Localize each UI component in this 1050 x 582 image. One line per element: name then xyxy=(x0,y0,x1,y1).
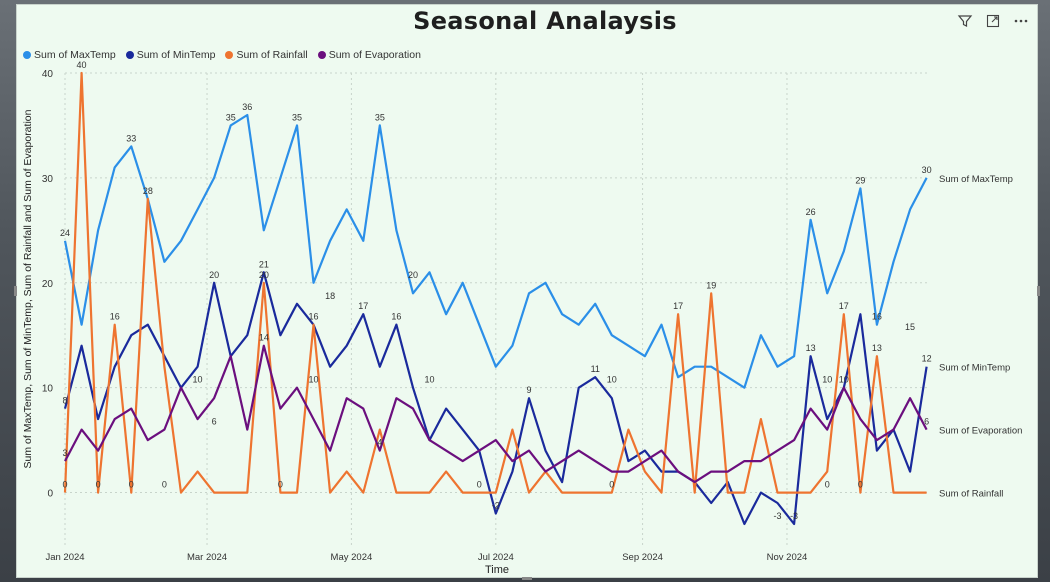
data-label: 9 xyxy=(526,385,531,395)
data-label: 10 xyxy=(309,375,319,385)
data-label: 16 xyxy=(391,312,401,322)
x-tick-label: Jul 2024 xyxy=(478,552,514,563)
data-label: 35 xyxy=(292,112,302,122)
data-label: 35 xyxy=(375,112,385,122)
data-label: 17 xyxy=(358,301,368,311)
data-label: 0 xyxy=(609,480,614,490)
series-line xyxy=(63,113,928,389)
focus-mode-icon[interactable] xyxy=(983,11,1003,31)
data-label: 0 xyxy=(477,480,482,490)
y-tick-label: 10 xyxy=(42,384,54,395)
resize-handle-left[interactable] xyxy=(14,286,17,296)
legend-marker xyxy=(225,51,234,59)
data-label: 17 xyxy=(673,301,683,311)
series-end-label: Sum of MinTemp xyxy=(939,363,1010,374)
data-label: 29 xyxy=(855,175,865,185)
legend-item-evaporation[interactable]: Sum of Evaporation xyxy=(317,49,421,61)
x-axis-title: Time xyxy=(485,564,509,576)
data-label: 10 xyxy=(607,375,617,385)
legend-item-maxtemp[interactable]: Sum of MaxTemp xyxy=(23,49,116,61)
legend-label: Sum of Evaporation xyxy=(328,49,421,61)
series-line xyxy=(64,344,928,484)
visual-header-icons xyxy=(955,11,1031,31)
data-label: 16 xyxy=(872,312,882,322)
data-label: 8 xyxy=(62,396,67,406)
resize-handle-bottom[interactable] xyxy=(522,577,532,580)
data-label: -3 xyxy=(773,511,781,521)
data-label: 40 xyxy=(77,60,87,70)
data-label: 6 xyxy=(212,417,217,427)
filter-icon[interactable] xyxy=(955,11,975,31)
x-tick-label: Sep 2024 xyxy=(622,552,663,563)
chart-legend: Sum of MaxTemp Sum of MinTemp Sum of Rai… xyxy=(23,49,421,61)
series-line xyxy=(63,71,927,494)
data-label: 36 xyxy=(242,102,252,112)
data-label: 20 xyxy=(408,270,418,280)
legend-marker xyxy=(125,51,134,59)
data-label: 16 xyxy=(110,312,120,322)
legend-marker xyxy=(23,51,31,59)
data-label: 20 xyxy=(209,270,219,280)
data-label: 24 xyxy=(60,228,70,238)
data-label: 17 xyxy=(839,301,849,311)
legend-marker xyxy=(317,51,326,59)
legend-item-mintemp[interactable]: Sum of MinTemp xyxy=(125,49,216,61)
legend-label: Sum of MinTemp xyxy=(136,49,216,61)
data-label: 0 xyxy=(62,480,67,490)
y-axis-title: Sum of MaxTemp, Sum of MinTemp, Sum of R… xyxy=(22,109,34,468)
series-end-label: Sum of Rainfall xyxy=(939,489,1003,500)
data-label: 30 xyxy=(922,165,932,175)
series-line xyxy=(63,271,928,526)
y-tick-label: 0 xyxy=(47,489,53,500)
data-label: 14 xyxy=(259,333,269,343)
x-tick-label: Mar 2024 xyxy=(187,552,227,563)
data-label: 10 xyxy=(822,375,832,385)
data-label: 16 xyxy=(309,312,319,322)
x-tick-label: Jan 2024 xyxy=(45,552,84,563)
data-label: 10 xyxy=(425,375,435,385)
y-tick-label: 40 xyxy=(42,69,54,80)
data-label: 0 xyxy=(278,480,283,490)
chart-title: Seasonal Analaysis xyxy=(413,7,677,35)
data-label: 26 xyxy=(806,207,816,217)
data-label: 0 xyxy=(129,480,134,490)
data-label: 35 xyxy=(226,112,236,122)
series-end-label: Sum of Evaporation xyxy=(939,426,1022,437)
y-tick-label: 30 xyxy=(42,174,54,185)
data-label: 12 xyxy=(922,354,932,364)
data-label: 15 xyxy=(905,322,915,332)
data-label: 10 xyxy=(193,375,203,385)
data-label: 10 xyxy=(839,375,849,385)
data-label: 0 xyxy=(825,480,830,490)
data-label: 4 xyxy=(377,438,382,448)
y-tick-label: 20 xyxy=(42,279,54,290)
data-label: -3 xyxy=(790,511,798,521)
legend-label: Sum of Rainfall xyxy=(236,49,308,61)
data-label: 21 xyxy=(259,259,269,269)
data-label: 11 xyxy=(591,364,600,374)
series-end-label: Sum of MaxTemp xyxy=(939,174,1013,185)
data-label: 33 xyxy=(126,133,136,143)
data-label: 28 xyxy=(143,186,153,196)
resize-handle-right[interactable] xyxy=(1037,286,1040,296)
legend-item-rainfall[interactable]: Sum of Rainfall xyxy=(225,49,308,61)
legend-label: Sum of MaxTemp xyxy=(34,49,116,61)
data-label: 18 xyxy=(325,291,335,301)
x-tick-label: May 2024 xyxy=(331,552,373,563)
data-label: -2 xyxy=(492,501,500,511)
data-label: 13 xyxy=(806,343,816,353)
data-label: 6 xyxy=(924,417,929,427)
data-label: 0 xyxy=(162,480,167,490)
data-label: 0 xyxy=(96,480,101,490)
more-options-icon[interactable] xyxy=(1011,11,1031,31)
data-label: 20 xyxy=(259,270,269,280)
data-label: 3 xyxy=(62,448,67,458)
chart-visual[interactable]: Seasonal Analaysis Sum of MaxTemp Sum of… xyxy=(16,4,1038,578)
data-label: 19 xyxy=(706,280,716,290)
data-label: 13 xyxy=(872,343,882,353)
data-label: 0 xyxy=(858,480,863,490)
x-tick-label: Nov 2024 xyxy=(767,552,808,563)
